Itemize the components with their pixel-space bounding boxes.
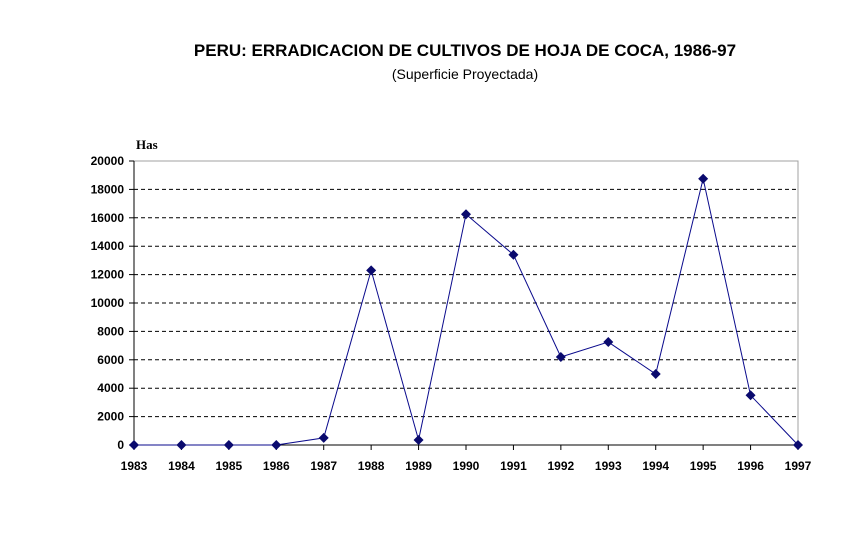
x-tick-label: 1984 — [168, 459, 195, 473]
y-tick-label: 2000 — [97, 410, 124, 424]
chart-subtitle: (Superficie Proyectada) — [391, 66, 539, 82]
data-point-marker — [793, 440, 803, 450]
data-point-marker — [555, 351, 566, 362]
x-tick-label: 1987 — [310, 459, 337, 473]
data-point-marker — [413, 435, 424, 446]
data-point-marker — [223, 440, 234, 450]
y-axis-label: Has — [136, 137, 158, 152]
x-tick-label: 1990 — [453, 459, 480, 473]
data-point-marker — [461, 209, 471, 220]
data-point-marker — [745, 390, 756, 401]
y-tick-label: 6000 — [97, 353, 124, 367]
y-tick-label: 20000 — [91, 154, 125, 168]
data-point-marker — [176, 440, 187, 450]
data-point-marker — [366, 265, 377, 276]
data-point-marker — [508, 249, 519, 260]
chart-title: PERU: ERRADICACION DE CULTIVOS DE HOJA D… — [193, 41, 737, 60]
x-tick-label: 1996 — [737, 459, 764, 473]
x-tick-label: 1993 — [595, 459, 622, 473]
y-tick-label: 16000 — [91, 211, 125, 225]
x-tick-label: 1989 — [405, 459, 432, 473]
x-tick-label: 1994 — [642, 459, 669, 473]
data-point-marker — [603, 337, 614, 348]
data-point-marker — [650, 369, 661, 379]
y-tick-label: 18000 — [91, 182, 125, 196]
y-tick-label: 12000 — [91, 268, 125, 282]
x-tick-label: 1997 — [785, 459, 812, 473]
x-tick-label: 1995 — [690, 459, 717, 473]
data-point-marker — [698, 173, 709, 184]
x-tick-label: 1985 — [216, 459, 243, 473]
y-tick-label: 8000 — [97, 324, 124, 338]
x-tick-label: 1983 — [121, 459, 148, 473]
y-tick-label: 14000 — [91, 239, 125, 253]
data-point-marker — [271, 440, 282, 450]
x-tick-label: 1986 — [263, 459, 290, 473]
x-tick-label: 1991 — [500, 459, 527, 473]
y-tick-label: 4000 — [97, 381, 124, 395]
x-tick-label: 1992 — [548, 459, 575, 473]
x-tick-label: 1988 — [358, 459, 385, 473]
data-point-marker — [318, 432, 329, 443]
data-point-marker — [129, 440, 139, 450]
y-tick-label: 10000 — [91, 296, 125, 310]
y-tick-label: 0 — [117, 438, 124, 452]
